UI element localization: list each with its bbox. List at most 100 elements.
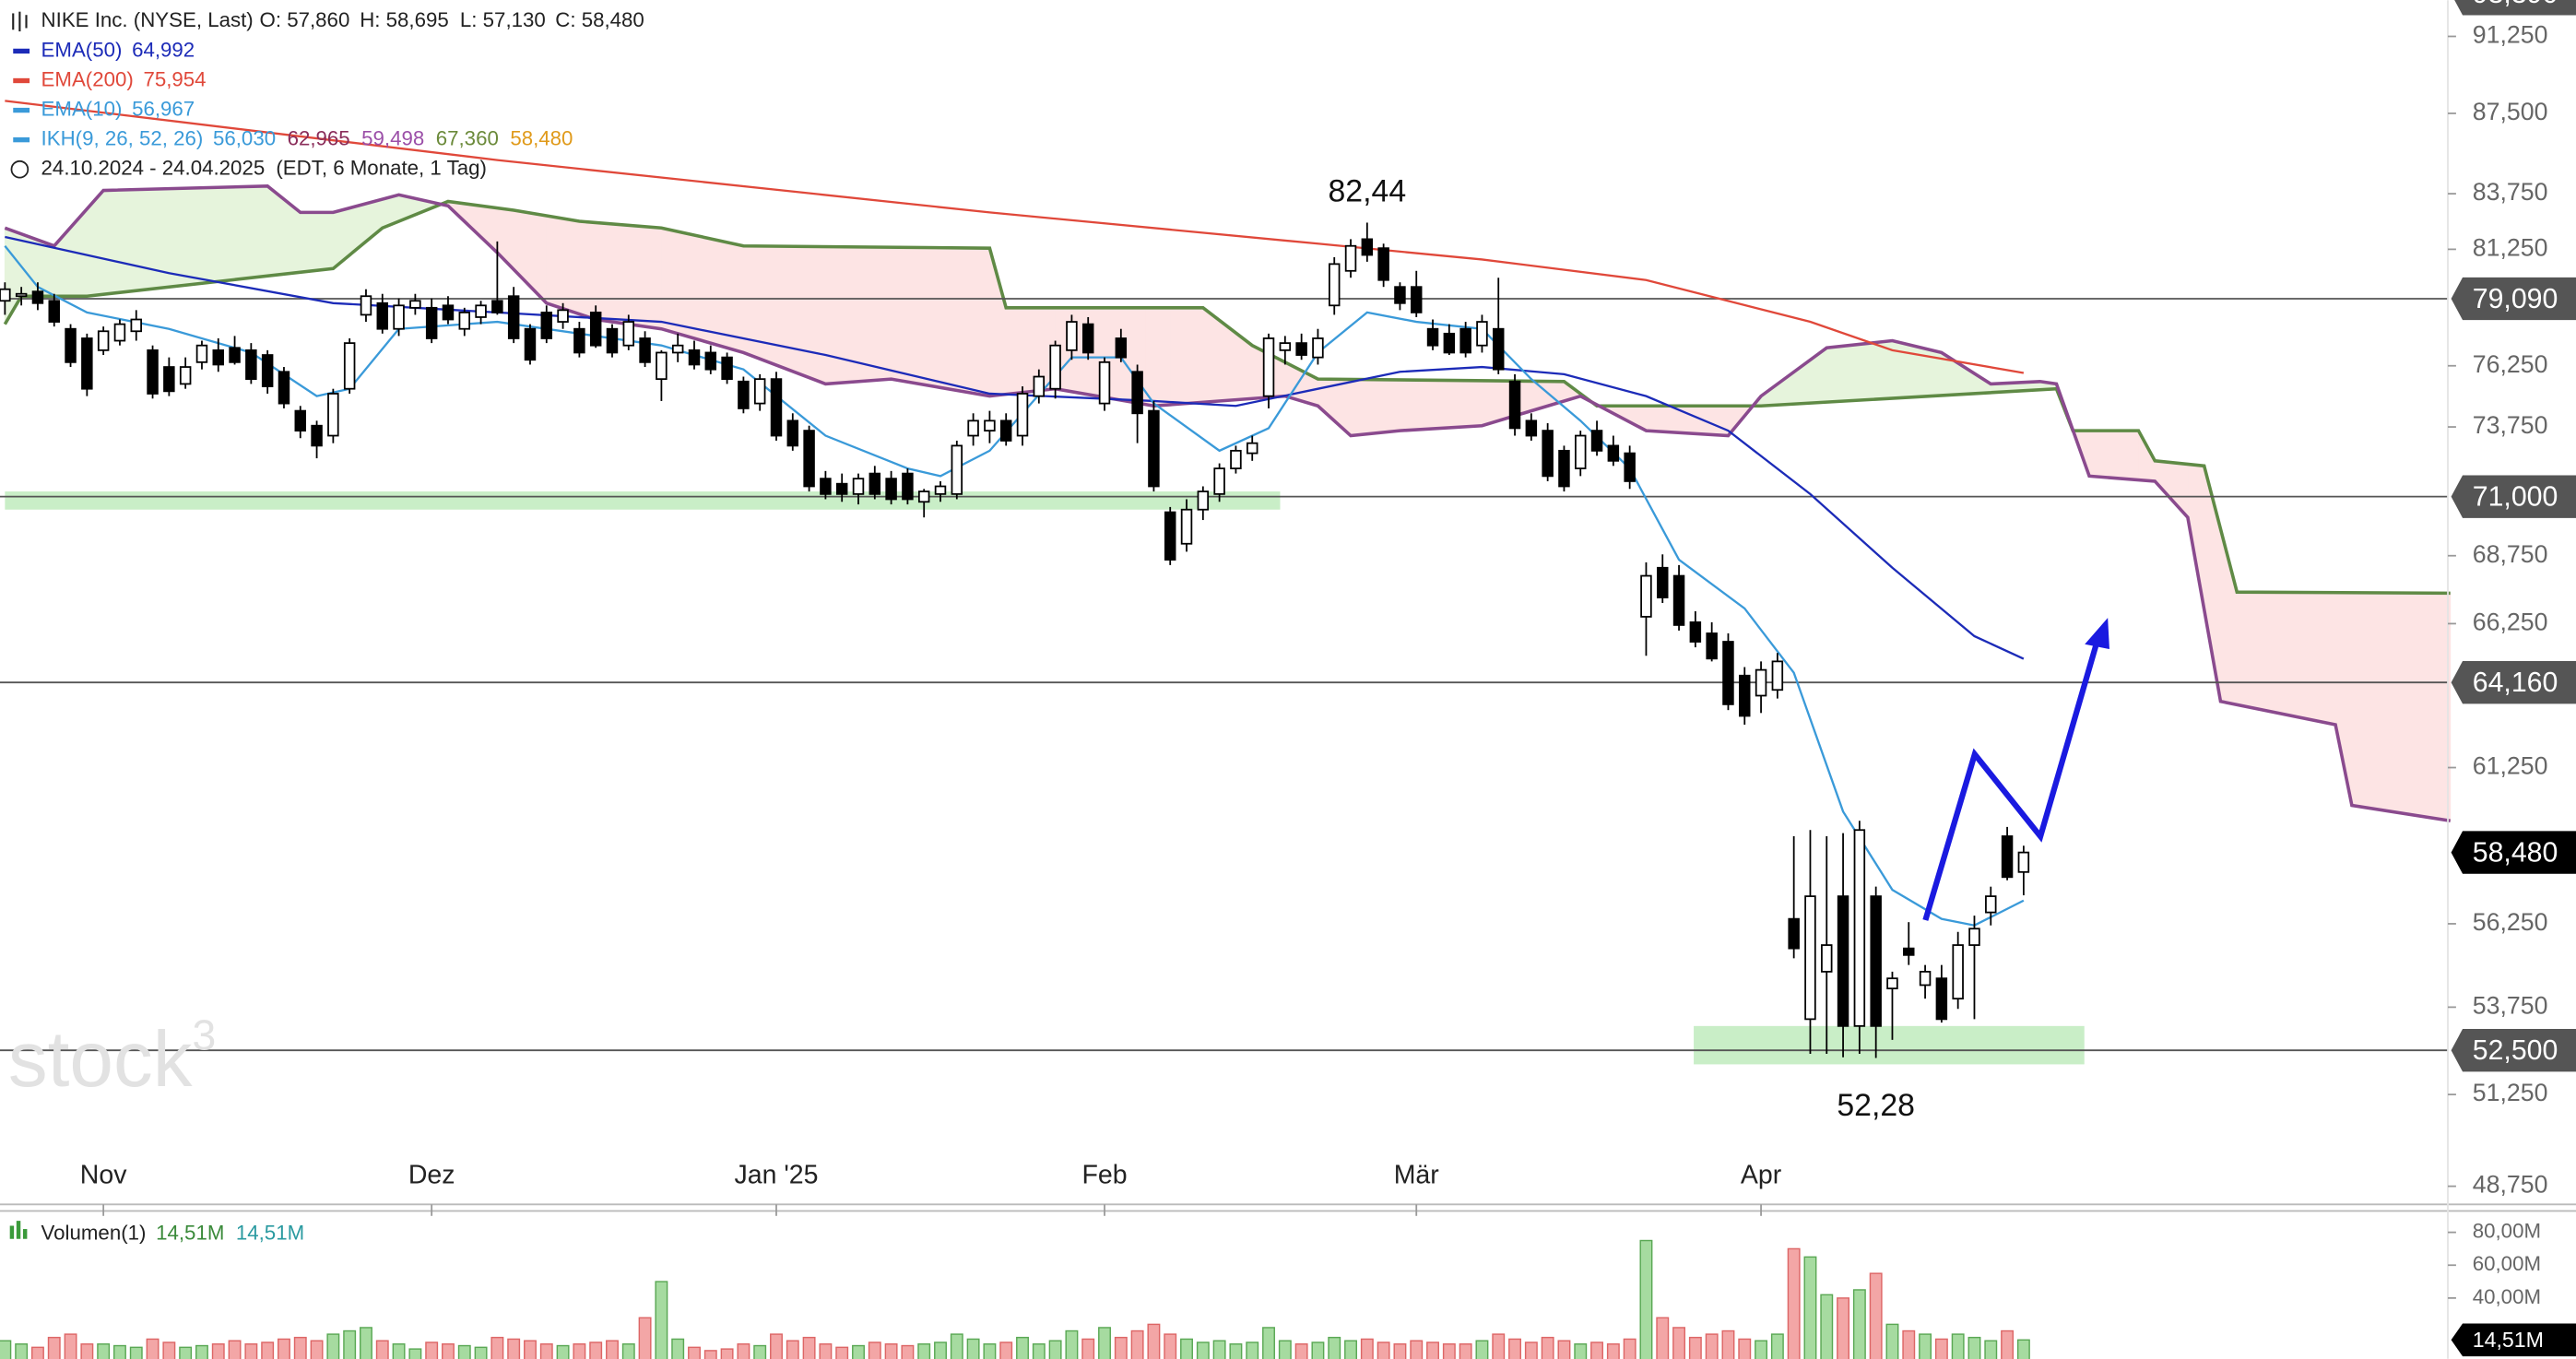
- volume-bar: [1837, 1297, 1850, 1359]
- level-marker-label: 52,500: [2473, 1035, 2558, 1066]
- candle-body: [622, 321, 635, 347]
- cloud-fill: [1653, 405, 1663, 432]
- volume-tick-label: 60,00M: [2473, 1252, 2541, 1275]
- volume-bar: [1360, 1338, 1374, 1359]
- volume-bar: [819, 1343, 833, 1359]
- legend-swatch: [13, 136, 30, 143]
- candle-body: [984, 420, 996, 432]
- candle-body: [1295, 342, 1307, 356]
- volume-bar: [1130, 1329, 1144, 1359]
- cloud-fill: [1152, 307, 1163, 407]
- cloud-fill: [660, 227, 670, 332]
- axis: 91,250 87,500 83,750 81,250 76,250 73,750 68,7…: [80, 0, 2576, 1357]
- legend-value: 58,480: [510, 127, 573, 150]
- candle-body: [1148, 409, 1160, 488]
- volume-bar: [1459, 1343, 1472, 1359]
- cloud-fill: [1867, 341, 1877, 401]
- cloud-fill: [554, 216, 564, 310]
- candle-body: [475, 304, 487, 318]
- watermark-text: stock: [8, 1015, 193, 1103]
- volume-bar: [1574, 1343, 1588, 1359]
- candle-body: [902, 472, 914, 501]
- legend-value: 75,954: [143, 67, 206, 90]
- volume-bar: [1738, 1338, 1752, 1359]
- candle-body: [1771, 660, 1784, 691]
- volume-bar: [1410, 1340, 1424, 1359]
- candle-body: [589, 312, 602, 347]
- volume-bar: [2001, 1329, 2015, 1359]
- candle-body: [1722, 641, 1734, 705]
- cloud-fill: [2310, 592, 2320, 722]
- cloud-fill: [1892, 339, 1901, 399]
- cloud-fill: [906, 246, 916, 384]
- cloud-fill: [1817, 347, 1827, 404]
- cloud-fill: [1497, 380, 1507, 421]
- candle-body: [1098, 360, 1111, 405]
- cloud-fill: [571, 219, 580, 315]
- cloud-fill: [513, 209, 523, 279]
- cloud-fill: [86, 198, 96, 297]
- volume-bar: [1755, 1340, 1768, 1359]
- cloud-fill: [2261, 591, 2271, 713]
- cloud-fill: [866, 246, 876, 382]
- volume-bar: [655, 1281, 668, 1359]
- candle-body: [1394, 286, 1406, 304]
- level-marker: [2451, 277, 2576, 321]
- volume-legend: Volumen(1) 14,51M 14,51M: [9, 1221, 304, 1244]
- candle-body: [2001, 835, 2014, 879]
- candle-body: [163, 366, 175, 393]
- candle-body: [1624, 452, 1636, 482]
- x-tick-label: Dez: [408, 1161, 455, 1190]
- cloud-fill: [620, 224, 630, 325]
- cloud-fill: [899, 246, 908, 383]
- volume-bar: [950, 1333, 963, 1359]
- volume-legend-value: 14,51M: [236, 1221, 304, 1244]
- cloud-fill: [2318, 592, 2328, 724]
- volume-marker: [2451, 1323, 2576, 1357]
- volume-bar: [671, 1338, 685, 1359]
- candle-body: [1870, 895, 1882, 1027]
- volume-bar: [524, 1340, 537, 1359]
- candle-body: [1575, 434, 1587, 469]
- candle-body: [1328, 263, 1341, 307]
- cloud-fill: [1251, 344, 1261, 399]
- candle-body: [1164, 511, 1176, 561]
- volume-legend-value: 14,51M: [156, 1221, 224, 1244]
- cloud-fill: [644, 226, 654, 328]
- price-marker: [2454, 0, 2576, 16]
- candle-body: [1443, 332, 1456, 354]
- candle-body: [15, 292, 28, 298]
- candle-body: [442, 304, 455, 321]
- cloud-fill: [1440, 380, 1450, 429]
- cloud-fill: [1489, 380, 1499, 424]
- header: NIKE Inc. (NYSE, Last) O: 57,860 H: 58,6…: [10, 8, 644, 180]
- volume-bar: [1246, 1341, 1259, 1359]
- cloud-fill: [611, 223, 621, 324]
- cloud-fill: [1473, 380, 1483, 427]
- cloud-fill: [300, 211, 310, 273]
- candle-body: [179, 366, 192, 385]
- cloud-fill: [857, 246, 868, 383]
- volume-bar: [1951, 1333, 1965, 1359]
- volume-bar: [211, 1343, 225, 1359]
- cloud-fill: [168, 187, 178, 288]
- candle-body: [934, 485, 947, 495]
- cloud-fill: [1810, 352, 1819, 404]
- volume-bar: [1590, 1341, 1603, 1359]
- cloud-fill: [250, 185, 260, 278]
- cloud-fill: [1013, 307, 1023, 395]
- volume-bar: [802, 1336, 816, 1359]
- cloud-fill: [1375, 379, 1385, 434]
- volume-bar: [293, 1336, 307, 1359]
- volume-bar: [1787, 1247, 1801, 1359]
- cloud-fill: [119, 189, 129, 293]
- candle-body: [311, 424, 323, 447]
- cloud-fill: [102, 189, 112, 295]
- candle-body: [130, 318, 142, 333]
- cloud-fill: [948, 247, 958, 391]
- cloud-fill: [1407, 379, 1417, 431]
- cloud-fill: [931, 247, 941, 388]
- volume-bar: [1934, 1338, 1948, 1359]
